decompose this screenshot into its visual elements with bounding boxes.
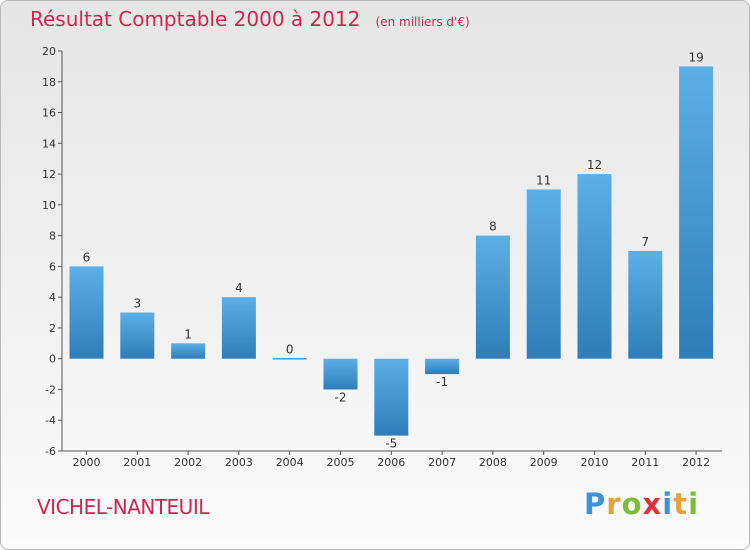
y-tick-label: 20 xyxy=(42,45,56,58)
x-tick-label: 2003 xyxy=(225,456,253,469)
y-tick-label: 0 xyxy=(49,353,56,366)
proxiti-logo[interactable]: Proxiti xyxy=(584,487,699,521)
bar xyxy=(628,251,663,359)
bar-value-label: -5 xyxy=(385,437,397,451)
x-tick-label: 2001 xyxy=(123,456,151,469)
x-tick-label: 2006 xyxy=(377,456,405,469)
bar xyxy=(577,174,612,359)
brand-letter: r xyxy=(606,487,622,521)
bar xyxy=(272,357,307,360)
x-tick-label: 2004 xyxy=(276,456,304,469)
commune-name: VICHEL-NANTEUIL xyxy=(37,495,209,519)
bar-value-label: 3 xyxy=(133,297,141,311)
bar xyxy=(323,358,358,390)
bar-value-label: -2 xyxy=(335,390,347,404)
y-tick-label: 8 xyxy=(49,230,56,243)
bar xyxy=(221,297,256,359)
x-tick-label: 2010 xyxy=(581,456,609,469)
bar-value-label: -1 xyxy=(436,375,448,389)
x-tick-label: 2007 xyxy=(428,456,456,469)
bar-value-label: 7 xyxy=(641,235,649,249)
brand-letter: t xyxy=(673,487,689,521)
brand-letter: i xyxy=(662,487,674,521)
bar-value-label: 19 xyxy=(688,50,703,64)
bar xyxy=(69,266,104,359)
y-tick-label: -6 xyxy=(45,445,56,458)
x-tick-label: 2002 xyxy=(174,456,202,469)
bar xyxy=(171,343,206,359)
bar-value-label: 4 xyxy=(235,281,243,295)
chart-title: Résultat Comptable 2000 à 2012 xyxy=(30,7,361,31)
bar-value-label: 8 xyxy=(489,220,497,234)
brand-letter: i xyxy=(688,487,700,521)
x-tick-label: 2012 xyxy=(682,456,710,469)
bar xyxy=(120,312,155,359)
y-tick-label: 14 xyxy=(42,137,56,150)
y-tick-label: 6 xyxy=(49,260,56,273)
brand-letter: P xyxy=(584,487,607,521)
y-tick-label: -2 xyxy=(45,383,56,396)
x-tick-label: 2009 xyxy=(530,456,558,469)
x-tick-label: 2008 xyxy=(479,456,507,469)
bar-value-label: 11 xyxy=(536,173,551,187)
brand-letter: o xyxy=(621,487,643,521)
bar xyxy=(374,358,409,436)
x-tick-label: 2005 xyxy=(327,456,355,469)
bar-value-label: 12 xyxy=(587,158,602,172)
x-tick-label: 2000 xyxy=(73,456,101,469)
y-tick-label: 10 xyxy=(42,199,56,212)
bar-value-label: 1 xyxy=(184,327,192,341)
bar xyxy=(425,358,460,375)
title-row: Résultat Comptable 2000 à 2012 (en milli… xyxy=(30,7,470,31)
y-tick-label: 12 xyxy=(42,168,56,181)
bar-value-label: 0 xyxy=(286,343,294,357)
y-tick-label: 18 xyxy=(42,76,56,89)
x-tick-label: 2011 xyxy=(631,456,659,469)
y-tick-label: 4 xyxy=(49,291,56,304)
y-tick-label: -4 xyxy=(45,414,56,427)
bar xyxy=(475,235,510,359)
chart-subtitle: (en milliers d'€) xyxy=(375,15,470,29)
y-tick-label: 2 xyxy=(49,322,56,335)
brand-letter: x xyxy=(642,487,663,521)
bar xyxy=(679,66,714,359)
y-tick-label: 16 xyxy=(42,107,56,120)
bar xyxy=(526,189,561,359)
bar-value-label: 6 xyxy=(83,250,91,264)
